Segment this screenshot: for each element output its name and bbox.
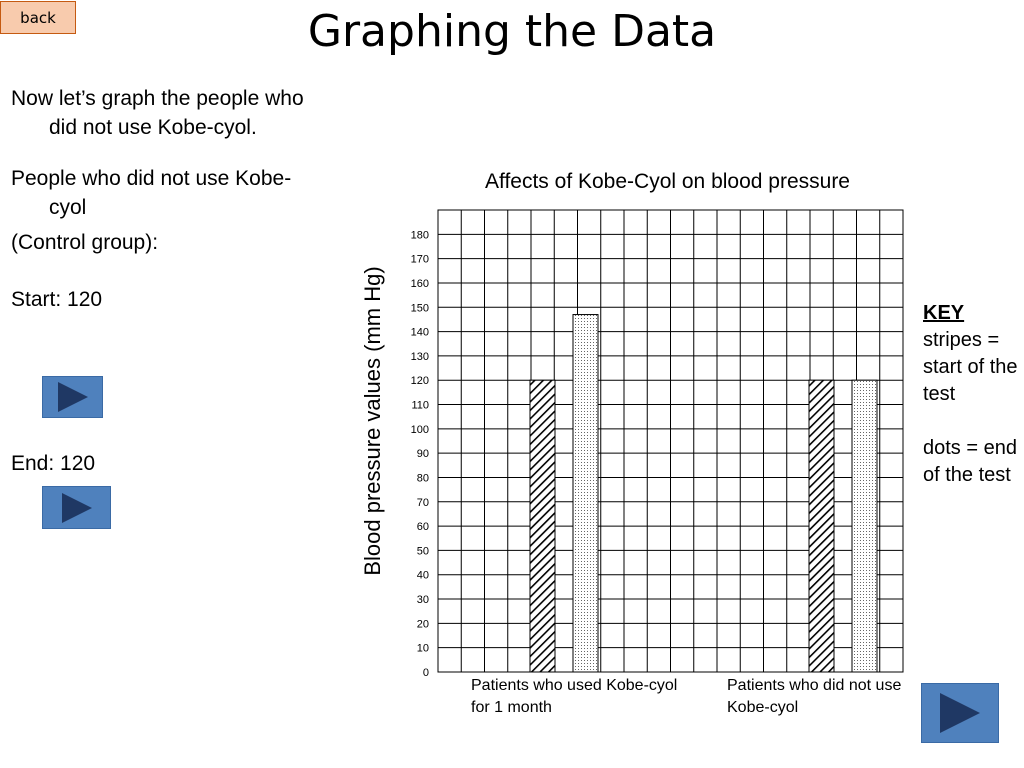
- play-icon: [940, 693, 980, 733]
- y-tick-label: 160: [411, 278, 429, 290]
- bar-end-of-test: [851, 379, 878, 673]
- bar-start-of-test: [529, 379, 556, 673]
- y-tick-label: 180: [411, 229, 429, 241]
- legend-item-dots: dots = end of the test: [923, 437, 1017, 486]
- y-tick-label: 140: [411, 327, 429, 339]
- y-tick-label: 90: [417, 448, 429, 460]
- y-tick-label: 60: [417, 521, 429, 533]
- play-icon: [61, 492, 92, 523]
- legend-heading: KEY: [923, 302, 965, 324]
- chart-title: Affects of Kobe-Cyol on blood pressure: [485, 170, 850, 193]
- play-icon: [57, 382, 88, 412]
- x-category-label-2: Patients who did not use Kobe-cyol: [727, 677, 902, 716]
- y-tick-label: 110: [411, 400, 429, 412]
- x-category-label-1: Patients who used Kobe-cyol for 1 month: [471, 677, 678, 716]
- bar-start-of-test: [808, 379, 835, 673]
- y-axis-title: Blood pressure values (mm Hg): [360, 266, 385, 576]
- left-panel: Now let’s graph the people who did not u…: [11, 84, 311, 314]
- start-play-button[interactable]: [42, 376, 103, 418]
- control-group-text: (Control group):: [11, 231, 159, 254]
- legend: KEY stripes = start of the test dots = e…: [923, 300, 1023, 489]
- bar-chart: 0 10 20 30 40 50 60 70 80 90 100 110 120 130 140 150 160…: [411, 209, 904, 679]
- y-tick-label: 100: [411, 424, 429, 436]
- end-play-button[interactable]: [42, 486, 111, 529]
- start-value-text: Start: 120: [11, 288, 103, 311]
- group-text: People who did not use Kobe-cyol: [11, 167, 292, 219]
- y-tick-label: 120: [411, 375, 429, 387]
- y-tick-label: 20: [417, 618, 429, 630]
- y-tick-label: 30: [417, 594, 429, 606]
- y-tick-label: 170: [411, 254, 429, 266]
- back-button[interactable]: back: [0, 1, 76, 34]
- end-value-text: End: 120: [11, 452, 96, 475]
- intro-text: Now let’s graph the people who did not u…: [11, 87, 304, 139]
- legend-item-stripes: stripes = start of the test: [923, 329, 1018, 405]
- y-tick-label: 130: [411, 351, 429, 363]
- y-tick-label: 80: [417, 472, 429, 484]
- y-tick-label: 50: [417, 545, 429, 557]
- bar-end-of-test: [572, 314, 599, 673]
- y-tick-label: 40: [417, 570, 429, 582]
- y-tick-label: 10: [417, 643, 429, 655]
- end-panel: End: 120: [11, 449, 311, 478]
- y-tick-label: 0: [423, 667, 429, 679]
- next-button[interactable]: [921, 683, 999, 743]
- page-title: Graphing the Data: [307, 6, 717, 57]
- y-tick-label: 150: [411, 302, 429, 314]
- y-tick-label: 70: [417, 497, 429, 509]
